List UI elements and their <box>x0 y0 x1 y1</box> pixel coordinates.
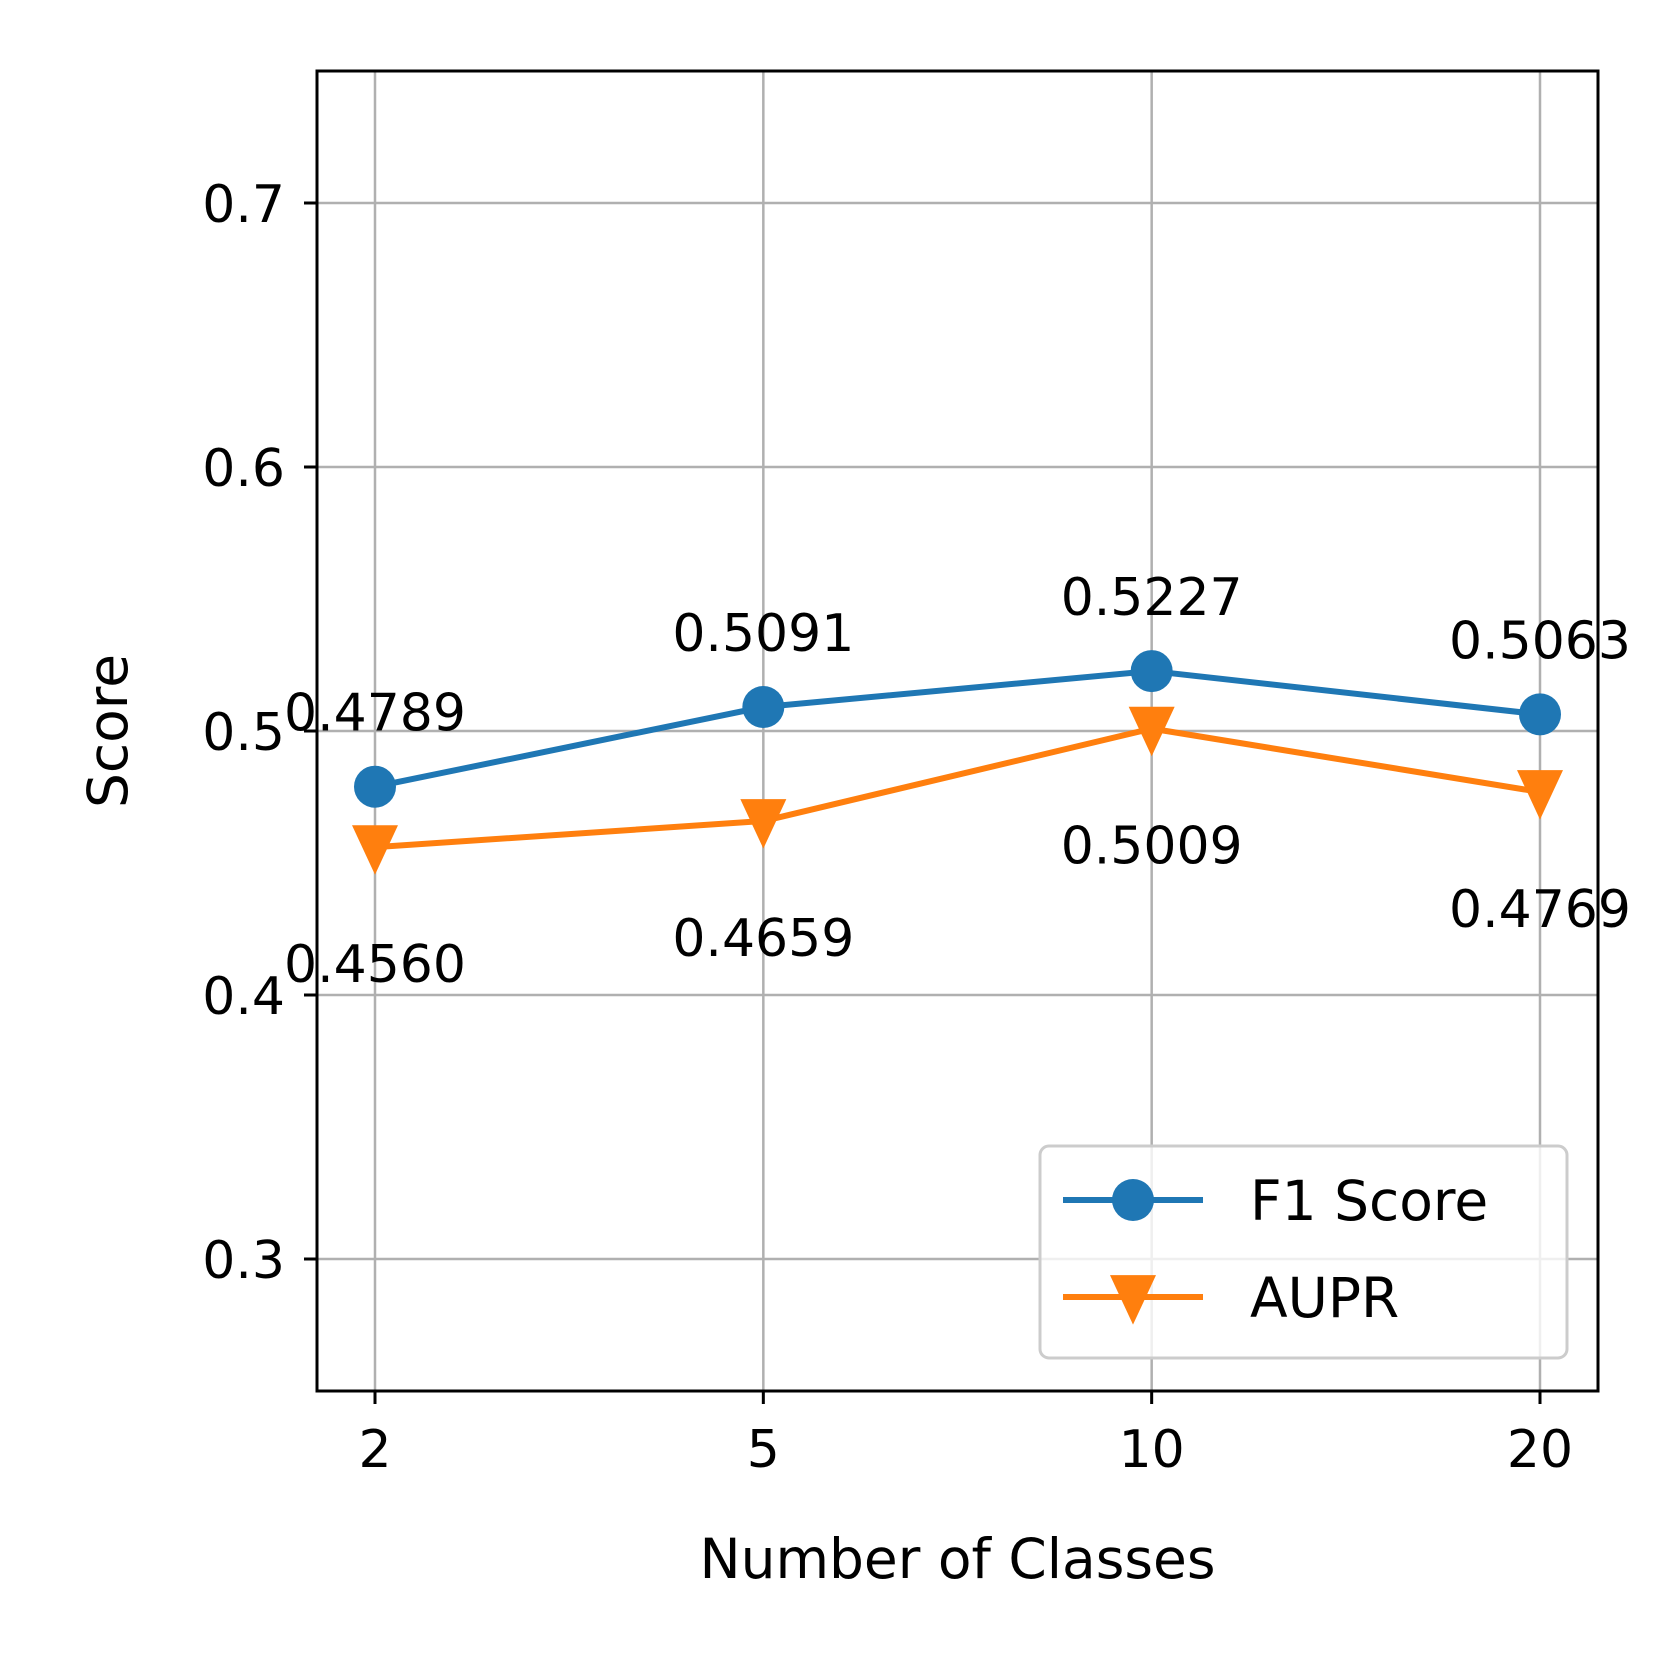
legend-item: AUPR <box>1063 1266 1399 1330</box>
data-point <box>1517 770 1563 820</box>
data-point <box>1130 650 1173 693</box>
series-line <box>374 725 1541 851</box>
x-tick-label: 10 <box>1119 1420 1185 1480</box>
y-tick-label: 0.5 <box>202 703 285 763</box>
series-f1-score <box>354 650 1561 808</box>
legend-circle-marker <box>1112 1179 1154 1221</box>
legend: F1 Score AUPR <box>1038 1144 1569 1360</box>
plot-area <box>352 650 1563 875</box>
data-label: 0.4789 <box>284 684 466 744</box>
x-tick-label: 20 <box>1507 1420 1573 1480</box>
data-point <box>1128 706 1175 757</box>
data-label: 0.5091 <box>672 604 854 664</box>
y-tick-label: 0.7 <box>202 175 285 235</box>
data-label: 0.4560 <box>284 935 466 995</box>
data-label: 0.5063 <box>1449 611 1631 671</box>
x-tick-label: 2 <box>358 1420 391 1480</box>
data-labels: 0.4789 0.5091 0.5227 0.5063 0.4560 0.4659 0.50… <box>284 568 1631 995</box>
legend-label: F1 Score <box>1250 1169 1488 1233</box>
y-tick-label: 0.6 <box>202 439 285 499</box>
x-tick-label: 5 <box>747 1420 780 1480</box>
y-tick-label: 0.4 <box>202 967 285 1027</box>
data-point <box>1519 693 1561 736</box>
data-point <box>742 685 785 728</box>
axis-ticks: 2 5 10 20 0.3 0.4 0.5 0.6 0.7 <box>202 175 1573 1480</box>
legend-item: F1 Score <box>1063 1169 1488 1233</box>
data-point <box>740 799 787 849</box>
data-label: 0.4659 <box>672 909 854 969</box>
data-label: 0.5227 <box>1061 568 1243 628</box>
x-axis-label: Number of Classes <box>699 1527 1215 1591</box>
series-line <box>374 668 1541 790</box>
grid <box>317 71 1598 1391</box>
legend-label: AUPR <box>1250 1266 1399 1330</box>
data-point <box>352 825 398 875</box>
series-aupr <box>352 706 1563 875</box>
y-tick-label: 0.3 <box>202 1231 285 1291</box>
data-label: 0.5009 <box>1061 817 1243 877</box>
y-axis-label: Score <box>76 654 140 808</box>
data-label: 0.4769 <box>1449 880 1631 940</box>
data-point <box>354 765 396 808</box>
legend-triangle-marker <box>1110 1275 1156 1325</box>
